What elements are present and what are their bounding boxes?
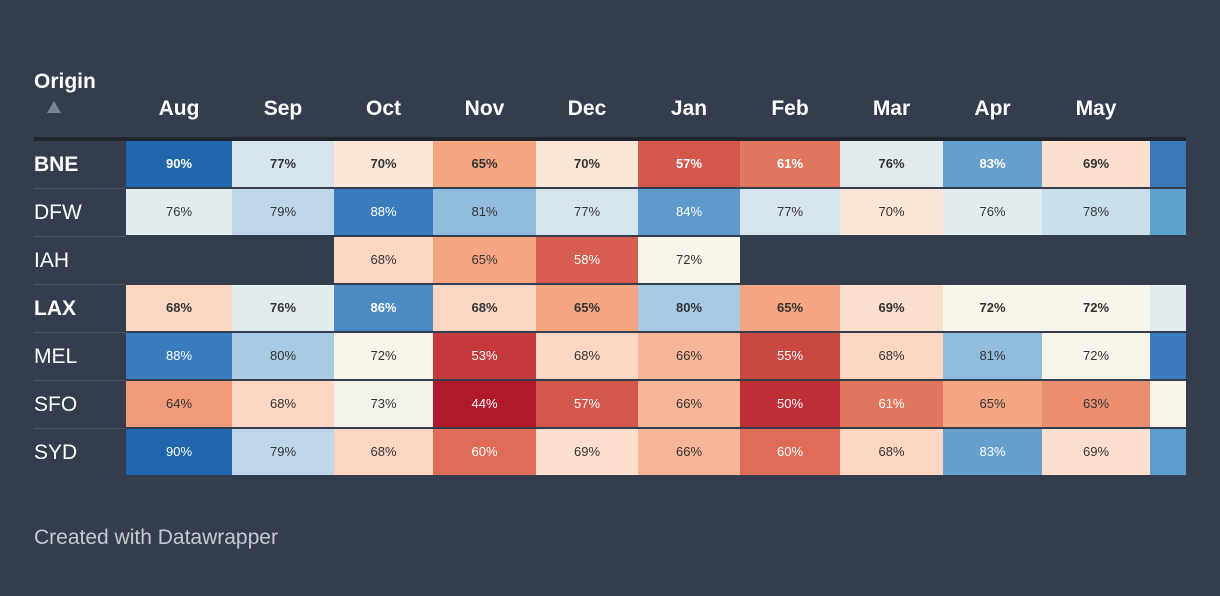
row-label: SYD [34,441,78,464]
heat-cell: 69% [536,429,638,475]
heat-cell: 72% [1042,285,1150,331]
heat-cell: 68% [433,285,536,331]
heat-cell: 79% [232,429,334,475]
heat-cell: 50% [740,381,840,427]
heat-cell: 72% [943,285,1042,331]
row-separator [34,380,126,381]
heat-cell: 76% [126,189,232,235]
heat-cell: 90% [126,429,232,475]
heat-cell: 68% [334,429,433,475]
heat-cell: 60% [433,429,536,475]
heat-cell: 76% [943,189,1042,235]
heat-cell: 65% [433,237,536,283]
heat-cell: 68% [232,381,334,427]
heat-cell: 77% [232,141,334,187]
column-header: Nov [464,97,505,120]
heat-cell: 81% [943,333,1042,379]
heat-cell: 80% [232,333,334,379]
heat-cell: 88% [334,189,433,235]
row-separator [34,284,126,285]
heat-cell: 76% [232,285,334,331]
column-header: Mar [872,97,911,120]
row-separator [34,236,126,237]
clipped-cell [1150,429,1186,475]
column-header: Sep [263,97,303,120]
heat-cell: 72% [1042,333,1150,379]
heat-cell: 83% [943,141,1042,187]
column-header: Apr [974,97,1011,120]
heat-cell: 65% [740,285,840,331]
row-label: DFW [34,201,82,224]
column-header: Aug [158,97,200,120]
heat-cell: 70% [334,141,433,187]
heat-cell: 81% [433,189,536,235]
heat-cell: 65% [536,285,638,331]
heat-cell: 57% [638,141,740,187]
row-separator [34,188,126,189]
column-header: Feb [771,97,809,120]
heat-cell: 61% [840,381,943,427]
row-label: SFO [34,393,78,416]
column-header: Oct [365,97,401,120]
row-label: MEL [34,345,78,368]
heat-cell: 70% [536,141,638,187]
heat-cell: 53% [433,333,536,379]
heat-cell: 80% [638,285,740,331]
heat-cell: 66% [638,333,740,379]
row-label: LAX [34,297,76,320]
row-separator [34,332,126,333]
clipped-header [1180,96,1186,120]
row-label: IAH [34,249,70,272]
heat-cell: 68% [334,237,433,283]
column-header: May [1075,97,1117,120]
origin-header[interactable]: Origin [34,70,96,93]
footer: Created with Datawrapper [34,526,278,549]
heat-cell: 57% [536,381,638,427]
heat-cell: 84% [638,189,740,235]
heat-cell: 68% [536,333,638,379]
heat-cell: 61% [740,141,840,187]
column-header: Jan [670,97,708,120]
heat-cell: 72% [334,333,433,379]
clipped-cell [1150,381,1186,427]
heat-cell: 44% [433,381,536,427]
heat-cell: 78% [1042,189,1150,235]
heat-cell: 83% [943,429,1042,475]
heat-cell: 55% [740,333,840,379]
heat-cell: 69% [1042,429,1150,475]
heat-cell: 72% [638,237,740,283]
heat-cell: 88% [126,333,232,379]
heat-cell: 68% [126,285,232,331]
heat-cell: 68% [840,429,943,475]
heat-cell: 64% [126,381,232,427]
heat-cell: 66% [638,429,740,475]
clipped-cell [1150,141,1186,187]
heat-cell: 77% [536,189,638,235]
sort-indicator[interactable] [46,100,62,114]
clipped-cell [1150,285,1186,331]
heat-cell: 66% [638,381,740,427]
heat-cell: 73% [334,381,433,427]
heat-cell: 86% [334,285,433,331]
header-rule [34,137,1186,141]
row-label: BNE [34,153,79,176]
heat-cell: 79% [232,189,334,235]
heat-cell: 60% [740,429,840,475]
heat-cell: 63% [1042,381,1150,427]
heat-cell: 90% [126,141,232,187]
heat-cell: 77% [740,189,840,235]
heat-cell: 65% [433,141,536,187]
heat-cell: 69% [840,285,943,331]
heat-cell: 58% [536,237,638,283]
heat-cell: 65% [943,381,1042,427]
heat-cell: 76% [840,141,943,187]
row-separator [34,428,126,429]
heat-cell: 68% [840,333,943,379]
column-header: Dec [567,97,607,120]
clipped-cell [1150,333,1186,379]
clipped-cell [1150,189,1186,235]
heat-cell: 69% [1042,141,1150,187]
heat-cell: 70% [840,189,943,235]
